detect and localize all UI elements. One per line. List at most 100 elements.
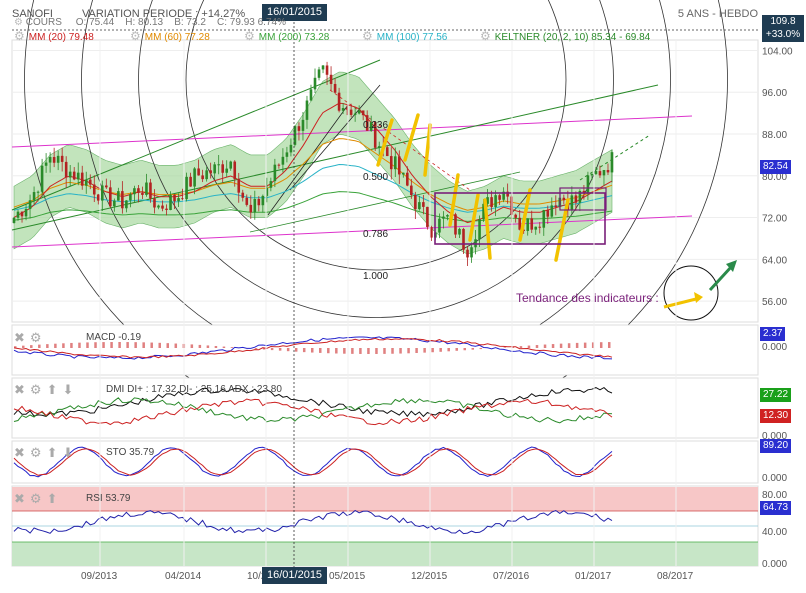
macd-histogram-bar [62, 343, 65, 348]
gear-icon[interactable]: ⚙ [29, 491, 47, 506]
legend-item[interactable]: ⚙ MM (100) 77.56 [362, 29, 447, 43]
legend-label: KELTNER (20, 2, 10) 85.34 - 69.84 [494, 32, 651, 43]
candle-body [249, 204, 253, 213]
macd-histogram-bar [302, 348, 306, 353]
fib-labels: 0.236 0.500 0.786 1.000 [363, 120, 388, 282]
candle-body [105, 185, 108, 188]
candle-body [88, 179, 92, 185]
candle-body [594, 171, 598, 175]
gear-icon[interactable]: ⚙ [29, 330, 47, 345]
candle-body [16, 211, 20, 218]
candle-body [590, 174, 594, 176]
gear-icon[interactable]: ⚙ [14, 29, 25, 43]
candle-body [610, 152, 614, 173]
candle-body [117, 191, 120, 201]
arrow-up-icon[interactable]: ⬆ [46, 445, 63, 460]
legend-item[interactable]: ⚙ MM (200) 73.28 [244, 29, 329, 43]
candle-body [321, 65, 325, 70]
legend-item[interactable]: ⚙ MM (20) 79.48 [14, 29, 94, 43]
candle-body [442, 216, 445, 219]
candle-body [149, 182, 152, 199]
macd-histogram-bar [198, 344, 202, 348]
gear-icon[interactable]: ⚙ [130, 29, 141, 43]
arrow-yellow-shaft [663, 296, 701, 309]
candle-body [454, 214, 457, 235]
candle-body [470, 247, 473, 258]
gear-icon[interactable]: ⚙ [480, 29, 491, 43]
candle-body [125, 200, 128, 209]
macd-histogram-bar [150, 342, 153, 348]
candle-body [377, 146, 381, 148]
arrow-down-icon[interactable]: ⬇ [62, 445, 79, 460]
macd-histogram-bar [46, 344, 49, 348]
candle-body [498, 195, 501, 200]
macd-histogram-bar [567, 343, 571, 348]
rsi-icons[interactable]: ✖⚙⬆ [14, 491, 62, 507]
macd-histogram-bar [415, 348, 418, 353]
candle-body [68, 171, 72, 178]
dmi-label: DMI DI+ : 17.32 DI- : 25.16 ADX : 23.80 [106, 384, 282, 395]
candle-body [562, 197, 566, 201]
x-grid [99, 40, 677, 566]
candle-body [289, 144, 293, 153]
arrow-yellow-head [694, 292, 703, 303]
candle-body [96, 194, 100, 201]
gear-icon[interactable]: ⚙ [14, 17, 23, 28]
candle-body [277, 164, 281, 166]
candle-body [393, 156, 397, 170]
candle-body [72, 171, 76, 180]
close-icon[interactable]: ✖ [14, 491, 30, 506]
candle-body [197, 168, 200, 176]
consolidation-box [434, 192, 606, 245]
macd-histogram-bar [230, 347, 234, 348]
candle-body [141, 192, 144, 195]
macd-histogram-bar [190, 344, 194, 348]
y-tick-label: 88.00 [762, 130, 787, 141]
candle-body [36, 191, 40, 193]
trendline-green-3 [249, 171, 521, 233]
cours-row: ⚙ COURS O: 75.44 H: 80.13 B: 73.2 C: 79.… [14, 17, 286, 28]
macd-histogram-bar [94, 342, 97, 348]
sto-icons[interactable]: ✖⚙⬆⬇ [14, 445, 78, 461]
x-tick-label: 08/2017 [657, 571, 694, 582]
gear-icon[interactable]: ⚙ [29, 382, 47, 397]
candle-body [100, 185, 104, 201]
macd-icons[interactable]: ✖⚙ [14, 330, 47, 346]
arrow-up-icon[interactable]: ⬆ [46, 491, 63, 506]
candle-body [153, 198, 156, 208]
legend-item[interactable]: ⚙ MM (60) 77.28 [130, 29, 210, 43]
macd-histogram-bar [599, 342, 603, 348]
candle-body [84, 179, 88, 186]
candle-body [518, 217, 521, 230]
sto-label: STO 35.79 [106, 447, 155, 458]
date-range-label[interactable]: 5 ANS - HEBDO [677, 8, 758, 20]
candle-body [225, 168, 229, 173]
legend-item[interactable]: ⚙ KELTNER (20, 2, 10) 85.34 - 69.84 [480, 29, 650, 43]
candle-body [221, 164, 224, 173]
gear-icon[interactable]: ⚙ [362, 29, 373, 43]
macd-histogram-bar [335, 348, 338, 354]
candle-body [333, 83, 337, 93]
close-icon[interactable]: ✖ [14, 382, 30, 397]
current-price-tag: 82.54 [760, 160, 792, 174]
trendline-black-2 [289, 84, 381, 191]
gear-icon[interactable]: ⚙ [29, 445, 47, 460]
candle-body [40, 165, 44, 192]
dmi-icons[interactable]: ✖⚙⬆⬇ [14, 382, 78, 398]
candle-body [554, 205, 558, 207]
candle-body [24, 209, 28, 217]
macd-histogram-bar [543, 344, 547, 348]
macd-histogram-bar [399, 348, 402, 354]
arrow-down-icon[interactable]: ⬇ [62, 382, 79, 397]
close-icon[interactable]: ✖ [14, 445, 30, 460]
candle-body [574, 195, 578, 203]
legend-label: MM (200) 73.28 [258, 32, 330, 43]
gear-icon[interactable]: ⚙ [244, 29, 255, 43]
candle-body [20, 211, 24, 217]
candle-body [458, 228, 461, 235]
candle-body [602, 169, 606, 176]
close-icon[interactable]: ✖ [14, 330, 30, 345]
candle-body [32, 192, 36, 201]
macd-label: MACD -0.19 [86, 332, 142, 343]
arrow-up-icon[interactable]: ⬆ [46, 382, 63, 397]
